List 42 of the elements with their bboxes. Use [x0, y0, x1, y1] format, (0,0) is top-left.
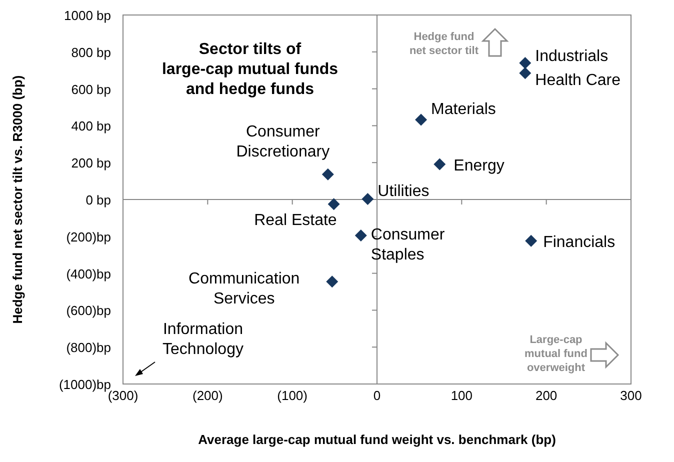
x-tick-label: (100) [277, 388, 308, 403]
point [362, 192, 374, 205]
annotation: Communication Services [188, 270, 300, 308]
x-tick-label: 300 [620, 388, 642, 403]
y-tick-label: (600)bp [66, 303, 111, 318]
y-tick-label: 800 bp [71, 44, 111, 60]
x-tick-label: 200 [535, 388, 558, 403]
y-axis-title: Hedge fund net sector tilt vs. R3000 (bp) [10, 75, 25, 324]
annotation: Hedge fund net sector tilt [409, 31, 479, 57]
annotation: Information Technology [162, 321, 244, 358]
annotation: Consumer Discretionary [236, 123, 330, 160]
point [326, 276, 338, 288]
annotation: Real Estate [254, 212, 337, 230]
annotation: Utilities [378, 182, 430, 200]
y-tick-label: (200)bp [66, 229, 111, 244]
point [519, 56, 532, 69]
y-tick-label: 1000 bp [64, 8, 111, 23]
point [322, 168, 334, 180]
y-tick-label: 0 bp [86, 192, 111, 208]
point [354, 229, 367, 242]
annotation: Large-cap mutual fund overweight [524, 334, 588, 374]
annotation: Industrials [535, 48, 608, 65]
annotation: Financials [543, 234, 616, 251]
x-tick-label: 0 [373, 388, 381, 403]
x-axis-title: Average large-cap mutual fund weight vs. benchmark (bp) [198, 432, 556, 447]
x-tick-label: (200) [192, 388, 223, 403]
point [434, 158, 446, 170]
y-tick-label: (800)bp [66, 340, 111, 356]
annotation: Energy [454, 157, 504, 174]
y-tick-label: (400)bp [66, 266, 111, 282]
y-tick-label: 600 bp [71, 82, 111, 97]
point [328, 198, 340, 210]
annotation: Consumer Staples [370, 226, 446, 264]
x-tick-label: 100 [450, 388, 473, 403]
annotation: Health Care [535, 72, 621, 90]
point [525, 234, 538, 247]
y-tick-label: 200 bp [71, 156, 111, 171]
text: Sector tilts of large-cap mutual funds and hedge funds [162, 41, 338, 98]
y-tick-label: 400 bp [71, 118, 111, 134]
point [519, 67, 532, 80]
annotation: Materials [431, 100, 496, 118]
point [415, 114, 428, 126]
